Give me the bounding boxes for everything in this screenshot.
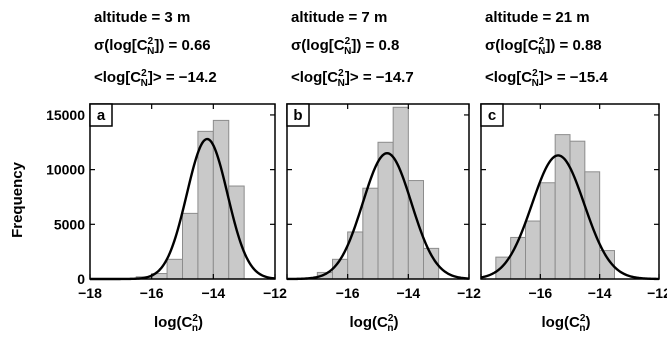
panel-c-label-box [480,103,504,127]
panel-b-fit-curve [287,152,470,281]
panel-a-axes-frame [89,103,276,280]
panel-c-header-sigma-rest: ]) = 0.88 [545,37,601,54]
panel-b-header-sigma-rest: ]) = 0.8 [351,37,399,54]
panel-b-header-mean-sup: 2 [338,68,344,79]
panel-a-header-sigma-rest: ]) = 0.66 [154,37,210,54]
panel-a-header-mean-sub: N [141,78,148,89]
panel-a-x-axis-label-sub: n [192,323,198,334]
panel-a-ytick-label-0: 0 [77,271,85,287]
panel-c-fit-curve [480,154,660,281]
panel-c-header-mean-base: <log[C [485,69,532,86]
panel-c-xtick-label-1: −16 [528,285,552,301]
panel-a-label-box [89,103,113,127]
panel-c-header-sigma-base: σ(log[C [485,37,539,54]
panel-a-header-mean: <log[C2 N]> = −14.2 [94,68,217,89]
panel-a-header-sigma: σ(log[C2 N]) = 0.66 [94,36,211,57]
panel-a-xtick-label-0: −18 [78,285,102,301]
panel-c-header-sigma-sup: 2 [539,36,545,47]
panel-b-header-mean: <log[C2 N]> = −14.7 [291,68,414,89]
panel-b-axes-frame [286,103,470,280]
panel-b-bar-1 [332,258,349,280]
panel-c-header-mean-sub: N [532,78,539,89]
panel-a-header-mean-base: <log[C [94,69,141,86]
panel-c-header-sigma-sub: N [538,46,545,57]
panel-b-bar-5 [392,106,409,280]
panel-b-header-sigma-sup: 2 [345,36,351,47]
panel-b-x-axis-label: log(C2 n) [350,313,399,334]
panel-a-label: a [97,107,106,124]
panel-b-x-axis-label-rest: ) [394,314,399,331]
panel-b-bar-3 [362,187,379,280]
panel-a-bar-4 [197,130,214,280]
panel-c-header-mean: <log[C2 N]> = −15.4 [485,68,608,89]
panel-c-xtick-label-2: −14 [588,285,612,301]
panel-a-ytick-label-2: 10000 [46,162,85,178]
panel-a-bar-3 [182,212,199,280]
panel-a-header-sigma-sup: 2 [148,36,154,47]
panel-c-header-altitude: altitude = 21 m [485,9,590,26]
panel-a-header-altitude-text: altitude = 3 m [94,9,190,26]
panel-a-ytick-label-3: 15000 [46,107,85,123]
panel-b-header-mean-sub: N [338,78,345,89]
panel-a-header-sigma-base: σ(log[C [94,37,148,54]
panel-a-xtick-label-2: −14 [201,285,225,301]
panel-c-header-mean-rest: ]> = −15.4 [539,69,608,86]
panel-b-header-mean-base: <log[C [291,69,338,86]
panel-c-x-axis-label-sup: 2 [580,313,586,324]
panel-a-header-mean-rest: ]> = −14.2 [148,69,217,86]
panel-c-label: c [488,107,496,124]
panel-b-bar-4 [377,141,394,280]
panel-c-axes-frame [480,103,660,280]
panel-a-header-mean-sup: 2 [141,68,147,79]
panel-b-x-axis-label-sub: n [387,323,393,334]
panel-a-header-sigma-sub: N [147,46,154,57]
panel-a-x-axis-label-base: log(C [154,314,192,331]
panel-b-xtick-label-1: −16 [336,285,360,301]
panel-c-header-altitude-text: altitude = 21 m [485,9,590,26]
panel-a-xtick-label-1: −16 [140,285,164,301]
panel-a-x-axis-label: log(C2 n) [154,313,203,334]
panel-b-xtick-label-3: −12 [457,285,481,301]
panel-b-header-sigma-base: σ(log[C [291,37,345,54]
panel-b-label: b [293,107,302,124]
panel-a-xtick-label-3: −12 [263,285,287,301]
panel-a-x-axis-label-rest: ) [198,314,203,331]
panel-a-header-altitude: altitude = 3 m [94,9,190,26]
panel-c-x-axis-label: log(C2 n) [542,313,591,334]
panel-a-x-axis-label-sup: 2 [192,313,198,324]
panel-b-label-box [286,103,310,127]
panel-c-bar-5 [569,140,586,280]
panel-b-header-altitude: altitude = 7 m [291,9,387,26]
panel-c-xtick-label-3: −12 [647,285,667,301]
panel-a-bar-5 [212,119,230,280]
panel-b-xtick-label-2: −14 [396,285,420,301]
panel-a-ytick-label-1: 5000 [54,216,85,232]
panel-c-bar-3 [539,182,556,280]
panel-c-bar-2 [525,220,541,280]
panel-b-x-axis-label-sup: 2 [388,313,394,324]
panel-b-header-altitude-text: altitude = 7 m [291,9,387,26]
panel-c-header-sigma: σ(log[C2 N]) = 0.88 [485,36,602,57]
panel-c-x-axis-label-sub: n [579,323,585,334]
panel-b-header-sigma: σ(log[C2 N]) = 0.8 [291,36,399,57]
y-axis-label: Frequency [9,161,26,238]
panel-b-header-sigma-sub: N [344,46,351,57]
panel-b-header-mean-rest: ]> = −14.7 [345,69,414,86]
panel-c-x-axis-label-rest: ) [586,314,591,331]
panel-c-header-mean-sup: 2 [532,68,538,79]
panel-a-bar-2 [166,258,183,280]
panel-b-x-axis-label-base: log(C [350,314,388,331]
panel-c-x-axis-label-base: log(C [542,314,580,331]
